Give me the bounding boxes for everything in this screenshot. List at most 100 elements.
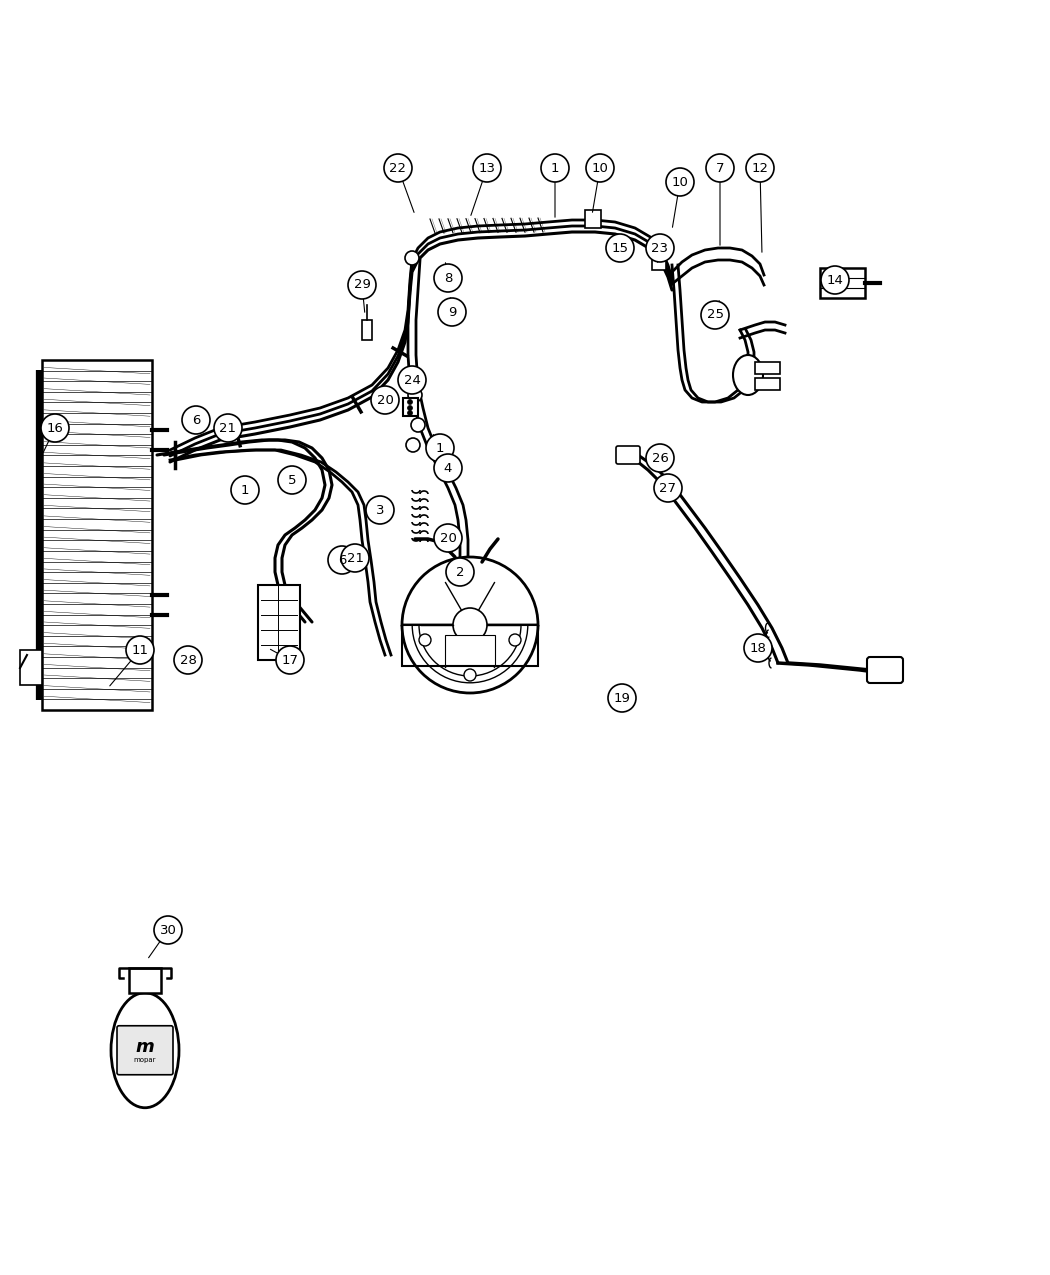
Circle shape — [328, 546, 356, 574]
Circle shape — [464, 669, 476, 681]
Text: 20: 20 — [377, 394, 394, 407]
Circle shape — [744, 634, 772, 662]
Circle shape — [366, 496, 394, 524]
Circle shape — [541, 154, 569, 182]
Circle shape — [706, 154, 734, 182]
Text: 24: 24 — [403, 374, 420, 386]
Circle shape — [407, 411, 413, 416]
Circle shape — [434, 454, 462, 482]
Circle shape — [586, 154, 614, 182]
Circle shape — [276, 646, 304, 674]
Text: 4: 4 — [444, 462, 453, 474]
Text: 1: 1 — [551, 162, 560, 175]
Circle shape — [406, 439, 420, 453]
Text: 21: 21 — [346, 552, 363, 565]
Text: 2: 2 — [456, 566, 464, 579]
FancyBboxPatch shape — [117, 1026, 173, 1075]
Text: 16: 16 — [46, 422, 63, 435]
Text: 10: 10 — [591, 162, 608, 175]
Bar — [129, 968, 161, 993]
Text: 10: 10 — [672, 176, 689, 189]
Text: 20: 20 — [440, 532, 457, 544]
Circle shape — [341, 544, 369, 572]
Text: 3: 3 — [376, 504, 384, 516]
Circle shape — [646, 444, 674, 472]
Text: m: m — [135, 1038, 154, 1056]
Circle shape — [231, 476, 259, 504]
Bar — [42, 360, 152, 710]
Circle shape — [405, 251, 419, 265]
Circle shape — [348, 272, 376, 300]
Text: 28: 28 — [180, 654, 196, 667]
Circle shape — [419, 634, 430, 646]
Circle shape — [646, 235, 674, 261]
Circle shape — [411, 418, 425, 432]
Circle shape — [606, 235, 634, 261]
Text: 1: 1 — [436, 441, 444, 454]
Circle shape — [509, 634, 521, 646]
Bar — [362, 320, 372, 340]
Text: 21: 21 — [219, 422, 236, 435]
Bar — [403, 398, 418, 416]
Circle shape — [41, 414, 69, 442]
Text: 23: 23 — [651, 241, 669, 255]
Text: 13: 13 — [479, 162, 496, 175]
Circle shape — [472, 154, 501, 182]
Bar — [402, 625, 538, 666]
Ellipse shape — [733, 354, 763, 395]
Circle shape — [434, 524, 462, 552]
Text: 27: 27 — [659, 482, 676, 495]
Bar — [652, 252, 666, 270]
Text: 5: 5 — [288, 473, 296, 487]
Text: 7: 7 — [716, 162, 724, 175]
Text: mopar: mopar — [133, 1057, 156, 1063]
Bar — [755, 377, 780, 390]
Circle shape — [701, 301, 729, 329]
Circle shape — [407, 405, 413, 411]
Text: 26: 26 — [652, 451, 669, 464]
Circle shape — [438, 298, 466, 326]
Circle shape — [821, 266, 849, 295]
Wedge shape — [402, 557, 538, 625]
Bar — [258, 585, 300, 660]
Circle shape — [446, 558, 474, 587]
Circle shape — [174, 646, 202, 674]
Circle shape — [746, 154, 774, 182]
Text: 1: 1 — [240, 483, 249, 496]
Text: 11: 11 — [131, 644, 148, 657]
Text: 18: 18 — [750, 641, 766, 654]
Circle shape — [278, 465, 306, 493]
Circle shape — [408, 388, 422, 402]
Circle shape — [407, 399, 413, 404]
FancyBboxPatch shape — [616, 446, 640, 464]
Text: 8: 8 — [444, 272, 453, 284]
Circle shape — [654, 474, 682, 502]
Circle shape — [371, 386, 399, 414]
Bar — [20, 650, 42, 685]
Text: 29: 29 — [354, 278, 371, 292]
Bar — [755, 362, 780, 374]
Circle shape — [608, 683, 636, 711]
Bar — [445, 635, 495, 666]
Bar — [820, 268, 865, 298]
Ellipse shape — [111, 993, 178, 1108]
FancyBboxPatch shape — [867, 657, 903, 683]
Circle shape — [398, 366, 426, 394]
Circle shape — [182, 405, 210, 434]
Circle shape — [453, 608, 487, 643]
Circle shape — [214, 414, 242, 442]
Text: 17: 17 — [281, 654, 298, 667]
Text: 15: 15 — [611, 241, 629, 255]
Text: 22: 22 — [390, 162, 406, 175]
Text: 9: 9 — [447, 306, 456, 319]
Text: 6: 6 — [192, 413, 201, 427]
Text: 6: 6 — [338, 553, 347, 566]
Text: 19: 19 — [613, 691, 630, 705]
Circle shape — [666, 168, 694, 196]
Text: 30: 30 — [160, 923, 176, 937]
Text: 14: 14 — [826, 274, 843, 287]
Text: 12: 12 — [752, 162, 769, 175]
Circle shape — [426, 434, 454, 462]
Circle shape — [384, 154, 412, 182]
Circle shape — [154, 915, 182, 944]
